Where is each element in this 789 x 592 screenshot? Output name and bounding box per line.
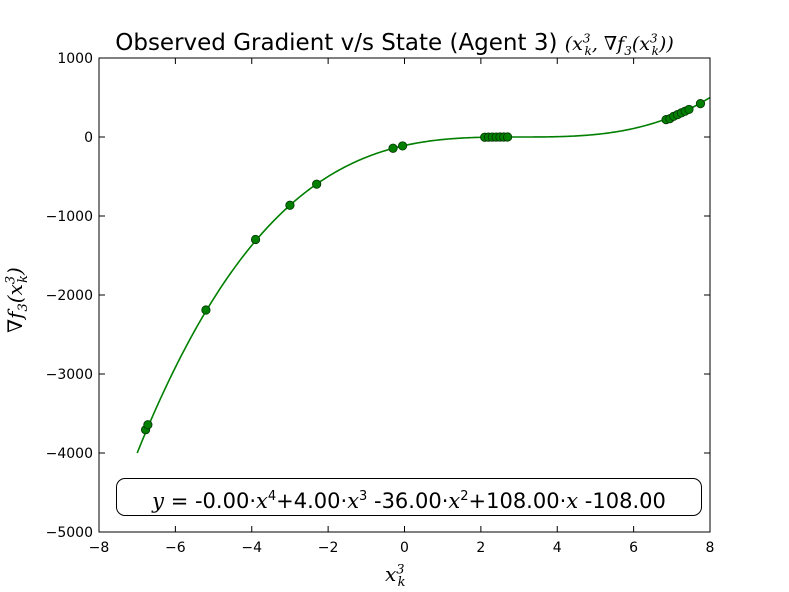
data-point xyxy=(695,99,706,109)
chart-title-text: Observed Gradient v/s State (Agent 3) xyxy=(115,30,558,56)
eq-c0: -108.00 xyxy=(578,489,666,513)
eq-c4: = -0.00 xyxy=(164,489,250,513)
chart-title: Observed Gradient v/s State (Agent 3) (x… xyxy=(0,30,789,58)
data-point xyxy=(285,200,295,210)
x-tick-label: −4 xyxy=(241,540,262,556)
y-axis-label: ∇f3(x3k) xyxy=(3,267,31,333)
data-point xyxy=(143,420,153,430)
data-point xyxy=(503,132,513,142)
y-tick-label: 1000 xyxy=(57,51,93,67)
chart-title-math: (x3k, ∇f3(x3k)) xyxy=(564,31,674,58)
axis-ticks: −8 −6 −4 −2 0 2 4 6 8 −5000 −4000 −3000 −2000 −1000 0 1… xyxy=(46,51,715,556)
plot-area xyxy=(136,96,710,454)
eq-exp3: 3 xyxy=(359,489,368,504)
plot-frame xyxy=(98,57,711,533)
x-tick-label: 6 xyxy=(629,540,638,556)
eq-x3: x xyxy=(347,489,360,513)
eq-exp4: 4 xyxy=(267,489,277,504)
eq-x1: x xyxy=(566,489,579,513)
eq-c3: +4.00 xyxy=(276,489,341,513)
y-tick-label: −2000 xyxy=(46,288,93,304)
x-tick-label: 8 xyxy=(706,540,715,556)
x-axis-label: x3k xyxy=(385,562,406,590)
y-tick-label: −5000 xyxy=(46,525,93,541)
y-tick-label: −4000 xyxy=(46,446,93,462)
data-point xyxy=(201,305,211,315)
eq-lhs: y xyxy=(152,489,165,513)
x-tick-label: −8 xyxy=(89,540,110,556)
data-point xyxy=(250,234,261,245)
x-tick-label: 2 xyxy=(476,540,485,556)
y-tick-label: −3000 xyxy=(46,367,93,383)
x-tick-label: 0 xyxy=(400,540,409,556)
eq-exp2: 2 xyxy=(460,489,469,504)
data-point xyxy=(397,141,408,151)
fit-curve-line xyxy=(136,96,710,454)
data-point xyxy=(684,104,694,115)
eq-x4: x xyxy=(256,489,268,513)
eq-c1: +108.00 xyxy=(468,489,560,513)
eq-c2: -36.00 xyxy=(367,489,442,513)
x-tick-label: −2 xyxy=(318,540,339,556)
x-tick-label: 4 xyxy=(553,540,562,556)
eq-x2: x xyxy=(448,489,461,513)
data-point xyxy=(312,179,322,189)
data-point xyxy=(388,143,398,153)
y-tick-label: 0 xyxy=(84,130,93,146)
x-tick-label: −6 xyxy=(165,540,186,556)
fit-equation-box: y = -0.00·x4+4.00·x3 -36.00·x2+108.00·x … xyxy=(116,478,702,516)
y-tick-label: −1000 xyxy=(46,209,93,225)
